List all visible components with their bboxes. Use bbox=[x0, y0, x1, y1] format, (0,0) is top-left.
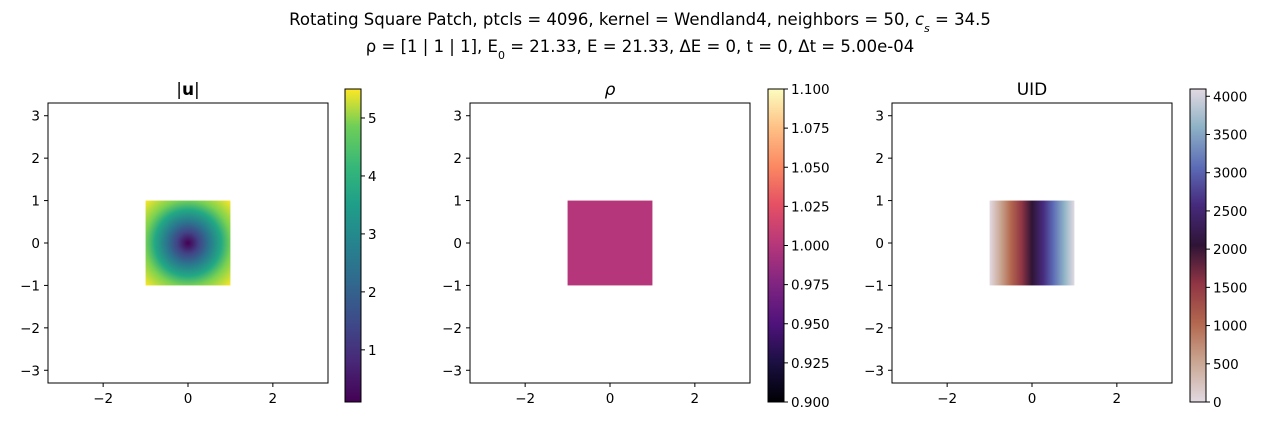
colorbar-fill bbox=[1190, 89, 1206, 402]
y-tick-label: 2 bbox=[31, 151, 40, 167]
velocity-magnitude-plot: |u| −2 0 2 −3 −2 −1 0 1 2 3 1 2 3 4 5 bbox=[20, 80, 377, 407]
colorbar-tick-label: 4 bbox=[368, 169, 377, 185]
x-tick-label: 0 bbox=[1028, 391, 1037, 407]
colorbar-tick-label: 1.025 bbox=[791, 199, 830, 215]
colorbar-tick-label: 1000 bbox=[1213, 319, 1247, 335]
figure-title-line-1: Rotating Square Patch, ptcls = 4096, ker… bbox=[289, 10, 991, 35]
density-plot: ρ −2 0 2 −3 −2 −1 0 1 2 3 0.900 0.925 0.950 0.975 1.000… bbox=[442, 80, 830, 411]
y-tick-label: 3 bbox=[453, 109, 462, 125]
y-tick-label: 0 bbox=[453, 236, 462, 252]
colorbar-tick-label: 0 bbox=[1213, 395, 1222, 411]
colorbar-tick-label: 0.975 bbox=[791, 278, 830, 294]
y-tick-label: −2 bbox=[864, 321, 884, 337]
y-tick-label: 1 bbox=[453, 194, 462, 210]
particle-patch bbox=[567, 200, 653, 286]
y-tick-label: −3 bbox=[20, 363, 40, 379]
colorbar-frame bbox=[1189, 88, 1207, 403]
uid-plot: UID −2 0 2 −3 −2 −1 0 1 2 3 0 500 1000 1500 2000 2500 300… bbox=[864, 80, 1247, 411]
y-tick-label: 1 bbox=[31, 194, 40, 210]
colorbar-tick-label: 2000 bbox=[1213, 242, 1247, 258]
colorbar-tick-label: 1.050 bbox=[791, 160, 830, 176]
subplot-title: UID bbox=[1017, 80, 1048, 100]
colorbar-frame bbox=[344, 88, 362, 403]
x-tick-label: −2 bbox=[515, 391, 535, 407]
y-tick-label: −3 bbox=[442, 363, 462, 379]
x-tick-label: 0 bbox=[606, 391, 615, 407]
colorbar-tick-label: 4000 bbox=[1213, 89, 1247, 105]
colorbar-tick-label: 1500 bbox=[1213, 280, 1247, 296]
x-tick-label: −2 bbox=[937, 391, 957, 407]
y-tick-label: 0 bbox=[31, 236, 40, 252]
figure-title-line-2: ρ = [1 | 1 | 1], E0 = 21.33, E = 21.33, … bbox=[366, 37, 914, 62]
y-tick-label: −1 bbox=[20, 278, 40, 294]
colorbar-fill bbox=[345, 89, 361, 402]
colorbar-fill bbox=[768, 89, 784, 402]
subplot-title: |u| bbox=[176, 80, 200, 100]
colorbar-tick-label: 1.100 bbox=[791, 82, 830, 98]
y-tick-label: 1 bbox=[875, 194, 884, 210]
colorbar-tick-label: 3000 bbox=[1213, 166, 1247, 182]
y-tick-label: 2 bbox=[453, 151, 462, 167]
y-tick-label: −2 bbox=[20, 321, 40, 337]
colorbar-tick-label: 3 bbox=[368, 227, 377, 243]
y-tick-label: 0 bbox=[875, 236, 884, 252]
colorbar-tick-label: 2500 bbox=[1213, 204, 1247, 220]
particle-patch bbox=[145, 200, 231, 286]
y-tick-label: −1 bbox=[442, 278, 462, 294]
colorbar-tick-label: 5 bbox=[368, 111, 377, 127]
y-tick-label: −1 bbox=[864, 278, 884, 294]
x-tick-label: 2 bbox=[269, 391, 278, 407]
y-tick-label: −3 bbox=[864, 363, 884, 379]
particle-patch bbox=[989, 200, 1075, 286]
y-tick-label: 3 bbox=[31, 109, 40, 125]
subplot-title: ρ bbox=[605, 80, 616, 100]
x-tick-label: 2 bbox=[1113, 391, 1122, 407]
colorbar-tick-label: 0.950 bbox=[791, 317, 830, 333]
colorbar-tick-label: 3500 bbox=[1213, 127, 1247, 143]
x-tick-label: 2 bbox=[691, 391, 700, 407]
x-tick-label: −2 bbox=[93, 391, 113, 407]
colorbar-tick-label: 1.000 bbox=[791, 239, 830, 255]
colorbar-tick-label: 1.075 bbox=[791, 121, 830, 137]
colorbar-tick-label: 500 bbox=[1213, 357, 1239, 373]
colorbar-tick-label: 2 bbox=[368, 285, 377, 301]
colorbar-tick-label: 0.900 bbox=[791, 395, 830, 411]
colorbar-tick-label: 0.925 bbox=[791, 356, 830, 372]
x-tick-label: 0 bbox=[184, 391, 193, 407]
y-tick-label: 2 bbox=[875, 151, 884, 167]
y-tick-label: −2 bbox=[442, 321, 462, 337]
colorbar-tick-label: 1 bbox=[368, 343, 377, 359]
y-tick-label: 3 bbox=[875, 109, 884, 125]
